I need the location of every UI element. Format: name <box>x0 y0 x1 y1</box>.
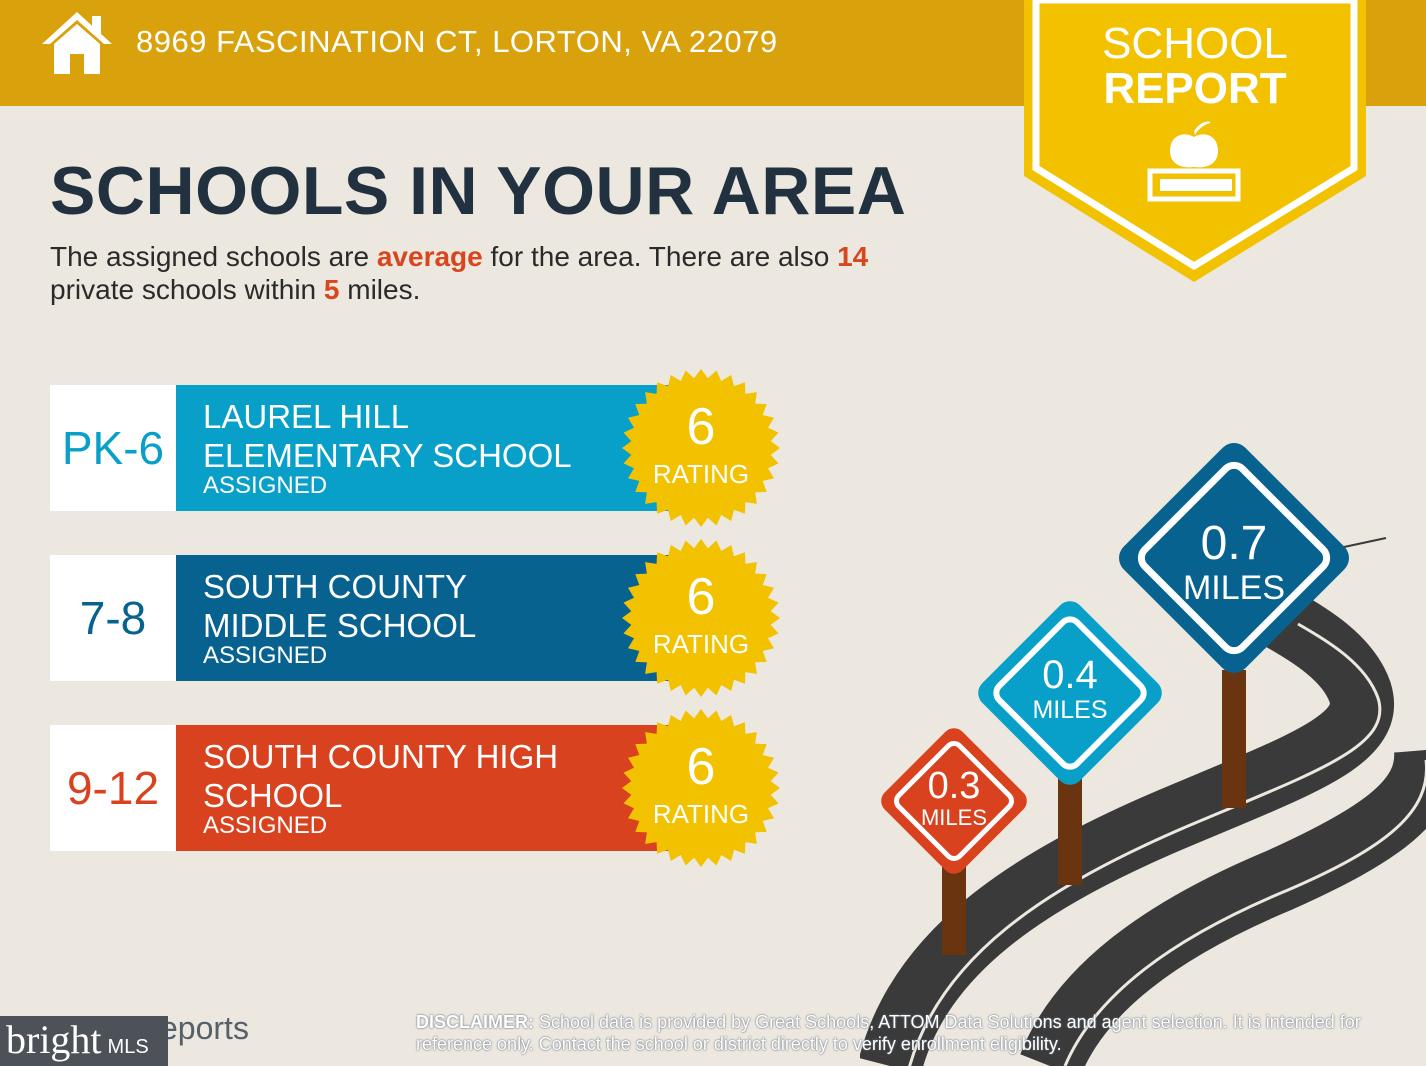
road-illustration <box>860 443 1426 1066</box>
rating-value: 6 <box>686 738 716 796</box>
school-status: ASSIGNED <box>203 472 328 499</box>
grade-range: PK-6 <box>50 385 176 511</box>
distance-sign-0.3 <box>881 728 1027 874</box>
rating-value: 6 <box>686 398 716 456</box>
sign-distance-unit: MILES <box>1182 569 1286 607</box>
private-count-highlight: 14 <box>837 241 869 272</box>
rating-seal-icon <box>622 539 780 697</box>
school-bar: SOUTH COUNTY MIDDLE SCHOOL ASSIGNED <box>176 555 670 681</box>
school-name-line1: SOUTH COUNTY HIGH <box>203 738 559 775</box>
distance-sign-0.4 <box>978 601 1162 785</box>
brand-text: eports <box>160 1010 249 1046</box>
school-bar: LAUREL HILL ELEMENTARY SCHOOL ASSIGNED <box>176 385 670 511</box>
school-name-line2: MIDDLE SCHOOL <box>203 607 477 644</box>
mls-suffix: MLS <box>107 1036 149 1058</box>
sign-distance-value: 0.7 <box>1200 517 1268 570</box>
quality-highlight: average <box>376 241 483 272</box>
rating-label: RATING <box>652 629 750 659</box>
school-row-high: 9-12 SOUTH COUNTY HIGH SCHOOL ASSIGNED 6… <box>50 709 780 867</box>
apple-on-book-icon <box>1147 121 1241 202</box>
house-icon <box>42 12 112 74</box>
sign-distance-unit: MILES <box>920 805 988 830</box>
page-title: SCHOOLS IN YOUR AREA <box>50 153 907 229</box>
intro-part3: private schools within <box>50 274 324 305</box>
intro-text: The assigned schools are average for the… <box>50 240 1010 306</box>
radius-highlight: 5 <box>323 274 340 305</box>
intro-part4: miles. <box>339 274 421 305</box>
rating-value: 6 <box>686 568 716 626</box>
rating-seal-icon <box>622 709 780 867</box>
school-name: SOUTH COUNTY MIDDLE SCHOOL <box>203 567 623 645</box>
school-name-line2: ELEMENTARY SCHOOL <box>203 437 572 474</box>
disclaimer: DISCLAIMER: School data is provided by G… <box>416 1011 1391 1055</box>
rating-seal-icon <box>622 369 780 527</box>
disclaimer-label: DISCLAIMER: <box>416 1012 534 1032</box>
property-address: 8969 FASCINATION CT, LORTON, VA 22079 <box>136 24 778 59</box>
school-row-elementary: PK-6 LAUREL HILL ELEMENTARY SCHOOL ASSIG… <box>50 369 780 527</box>
grade-range: 9-12 <box>50 725 176 851</box>
bright-mls-watermark: bright MLS <box>0 1016 168 1066</box>
intro-part2: for the area. There are also <box>482 241 838 272</box>
disclaimer-text: School data is provided by Great Schools… <box>416 1012 1361 1054</box>
distance-sign-0.7 <box>1119 443 1349 673</box>
rating-label: RATING <box>652 459 750 489</box>
sign-distance-unit: MILES <box>1032 696 1108 724</box>
mls-word: bright <box>6 1017 102 1062</box>
badge-title-line2: REPORT <box>1103 64 1287 113</box>
grade-range: 7-8 <box>50 555 176 681</box>
school-status: ASSIGNED <box>203 642 328 669</box>
school-name: SOUTH COUNTY HIGH SCHOOL <box>203 737 623 815</box>
sign-distance-value: 0.3 <box>927 765 981 807</box>
school-name: LAUREL HILL ELEMENTARY SCHOOL <box>203 397 623 475</box>
school-name-line1: SOUTH COUNTY <box>203 568 467 605</box>
school-row-middle: 7-8 SOUTH COUNTY MIDDLE SCHOOL ASSIGNED … <box>50 539 780 697</box>
rating-label: RATING <box>652 799 750 829</box>
school-name-line1: LAUREL HILL <box>203 398 410 435</box>
sign-distance-value: 0.4 <box>1042 653 1098 697</box>
school-status: ASSIGNED <box>203 812 328 839</box>
school-bar: SOUTH COUNTY HIGH SCHOOL ASSIGNED <box>176 725 670 851</box>
school-name-line2: SCHOOL <box>203 777 343 814</box>
intro-part1: The assigned schools are <box>50 241 377 272</box>
badge-title-line1: SCHOOL <box>1102 19 1288 68</box>
